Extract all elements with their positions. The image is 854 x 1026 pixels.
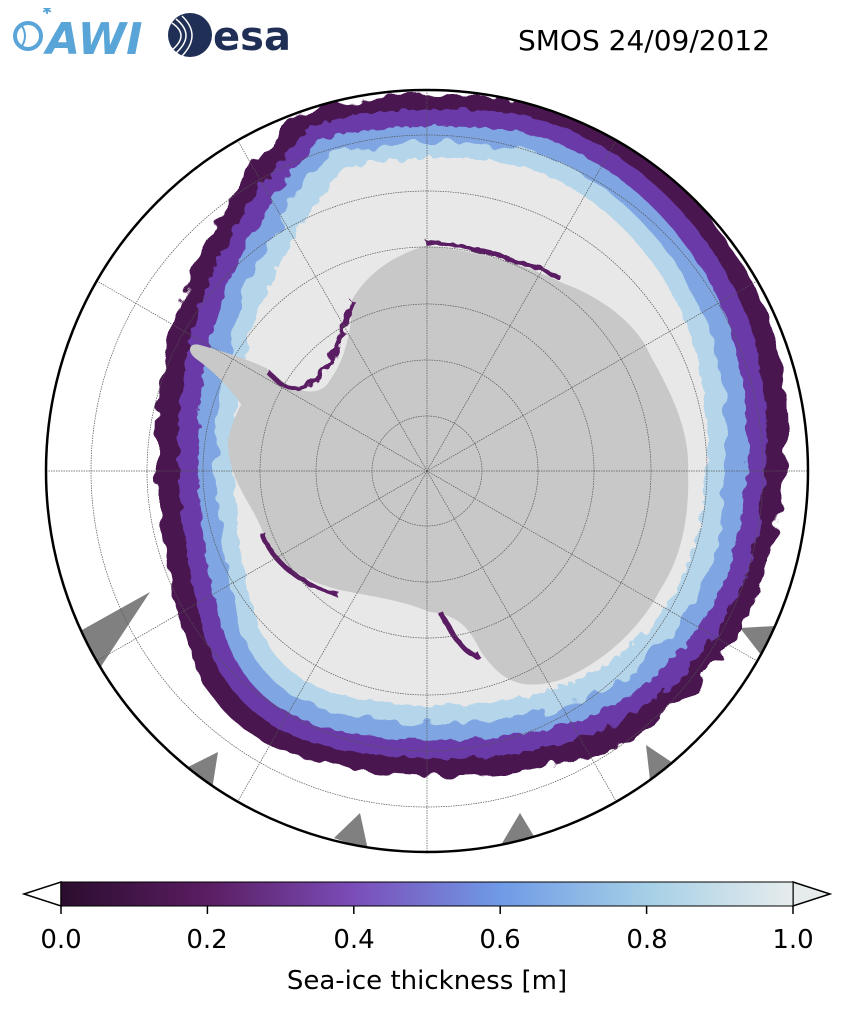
colorbar-label: Sea-ice thickness [m] <box>286 966 568 996</box>
missing-data-wedges <box>82 592 775 850</box>
colorbar-extend-high <box>792 880 833 908</box>
coastal-thin-ice <box>259 239 562 659</box>
polar-map <box>44 88 810 854</box>
colorbar-tick-label: 1.0 <box>772 925 814 955</box>
colorbar-tick-label: 0.4 <box>333 925 375 955</box>
map-title: SMOS 24/09/2012 <box>518 24 771 57</box>
awi-logo-text: AWI <box>43 14 143 63</box>
colorbar-tick-label: 0.8 <box>626 925 668 955</box>
antarctic-peninsula <box>189 344 270 410</box>
awi-logo: ✱ AWI <box>13 8 143 63</box>
map-boundary <box>44 88 810 854</box>
colorbar-tick-label: 0.0 <box>40 925 82 955</box>
colorbar-tick-label: 0.2 <box>186 925 228 955</box>
graticule <box>46 90 808 852</box>
antarctica-land <box>228 246 689 685</box>
colorbar <box>21 880 833 914</box>
esa-logo: esa <box>168 13 291 60</box>
colorbar-gradient <box>60 881 794 907</box>
esa-logo-text: esa <box>213 14 291 60</box>
svg-text:✱: ✱ <box>42 8 52 17</box>
colorbar-extend-low <box>21 880 62 908</box>
logos: ✱ AWI esa <box>13 8 291 63</box>
colorbar-tick-label: 0.6 <box>479 925 521 955</box>
colorbar-ticks <box>60 906 794 914</box>
